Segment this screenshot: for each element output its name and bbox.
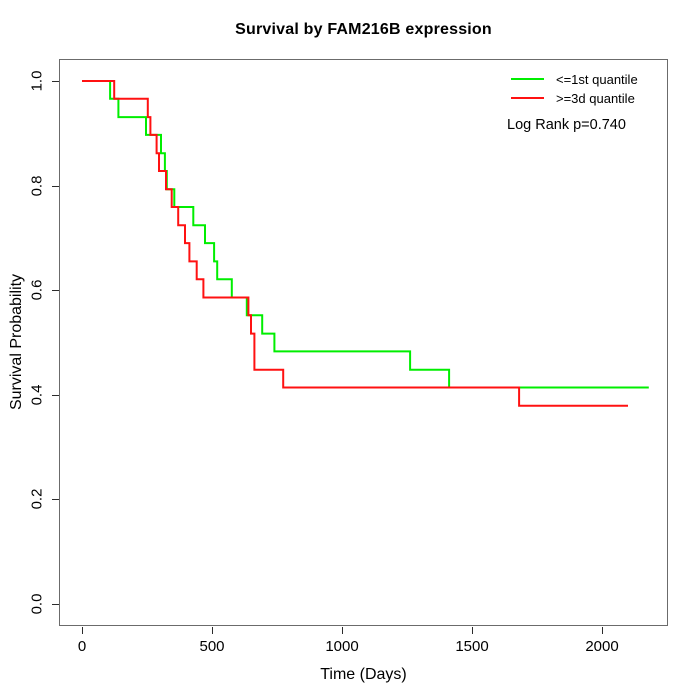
curve-1st-quantile: [82, 80, 649, 389]
curve-3d-quantile: [82, 80, 628, 407]
log-rank-annotation: Log Rank p=0.740: [507, 117, 626, 133]
legend-label-le-1st-quantile: <=1st quantile: [556, 72, 638, 87]
y-tick-mark: [52, 290, 59, 292]
x-tick-mark: [472, 627, 473, 634]
y-tick-mark: [52, 604, 59, 605]
y-tick-label: 0.8: [28, 175, 46, 197]
survival-curves-svg: [82, 80, 649, 407]
y-tick-label: 0.6: [28, 279, 46, 301]
y-tick-mark: [52, 394, 59, 396]
x-axis-title: Time (Days): [320, 666, 407, 683]
y-tick-mark: [52, 185, 59, 187]
y-tick-mark: [52, 499, 59, 501]
y-tick-label: 1.0: [28, 70, 46, 92]
y-tick-mark: [52, 81, 59, 82]
legend-label-ge-3d-quantile: >=3d quantile: [556, 91, 635, 106]
x-tick-mark: [602, 627, 603, 634]
y-axis-title: Survival Probability: [8, 273, 25, 411]
y-tick-label: 0.4: [28, 384, 46, 406]
x-tick-label: 500: [199, 638, 225, 655]
x-tick-label: 2000: [585, 638, 619, 655]
chart-title: Survival by FAM216B expression: [235, 21, 492, 38]
x-tick-label: 1000: [325, 638, 359, 655]
legend-line-green: [511, 78, 544, 80]
x-tick-mark: [212, 627, 213, 634]
x-tick-mark: [342, 627, 343, 634]
y-tick-label: 0.0: [28, 593, 46, 615]
legend-line-red: [511, 97, 544, 99]
y-tick-label: 0.2: [28, 488, 46, 510]
x-tick-label: 0: [77, 638, 87, 655]
x-tick-mark: [82, 627, 83, 634]
x-tick-label: 1500: [455, 638, 489, 655]
